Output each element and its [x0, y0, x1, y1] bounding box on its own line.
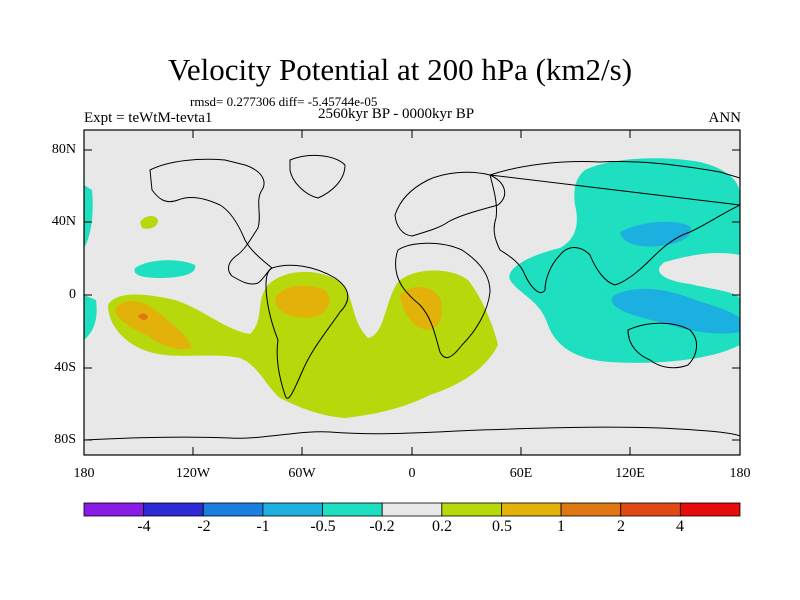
coastline-europe — [394, 171, 506, 237]
y-tick-label: 80N — [51, 142, 76, 157]
y-tick-label: 0 — [69, 287, 76, 302]
colorbar-label: 0.2 — [432, 518, 452, 535]
coastline-north-america — [149, 158, 273, 285]
colorbar-label: -1 — [256, 518, 270, 535]
contour-negative-deep-maritime-continent — [611, 288, 740, 334]
coastline-antarctica — [84, 426, 740, 441]
colorbar-swatch — [441, 502, 502, 517]
coastline-australia — [627, 322, 697, 369]
experiment-label: Expt = teWtM-tevta1 — [84, 110, 213, 126]
x-tick-label: 120E — [615, 466, 645, 481]
stats-text: rmsd= 0.277306 diff= -5.45744e-05 — [190, 94, 378, 109]
contour-positive-southern-band — [108, 270, 498, 418]
figure-title: Velocity Potential at 200 hPa (km2/s) — [167, 52, 633, 87]
y-axis-ticks — [84, 149, 740, 441]
contour-negative-west-edge-south — [84, 295, 97, 340]
contour-positive-core-south-pacific — [138, 313, 148, 320]
colorbar-label: 0.5 — [492, 518, 512, 535]
x-axis-ticks — [83, 130, 741, 455]
colorbar-swatch — [83, 502, 145, 517]
colorbar-label: -0.5 — [310, 518, 336, 535]
colorbar-label: 4 — [676, 518, 684, 535]
period-label: 2560kyr BP - 0000kyr BP — [318, 106, 475, 122]
y-tick-label: 40S — [54, 360, 76, 375]
x-tick-label: 180 — [729, 466, 751, 481]
contour-positive-north-pacific — [140, 216, 158, 229]
colorbar-swatch — [501, 502, 562, 517]
colorbar-label: -4 — [137, 518, 151, 535]
coastlines — [84, 154, 740, 441]
x-tick-label: 0 — [408, 466, 416, 481]
x-tick-label: 180 — [73, 466, 95, 481]
contour-positive-deep-africa — [400, 287, 442, 330]
colorbar-label: 1 — [557, 518, 565, 535]
coastline-greenland — [289, 154, 346, 199]
season-label: ANN — [708, 110, 742, 126]
colorbar-label: -0.2 — [369, 518, 395, 535]
colorbar-label: -2 — [197, 518, 211, 535]
colorbar-swatch — [322, 502, 383, 517]
colorbar-label: 2 — [617, 518, 625, 535]
contour-positive-deep-south-pacific — [115, 301, 192, 350]
y-tick-label: 80S — [54, 432, 76, 447]
x-tick-label: 60W — [288, 466, 316, 481]
colorbar-swatch — [560, 502, 622, 517]
coastline-asia — [489, 161, 740, 294]
coastline-africa — [395, 242, 491, 359]
x-tick-label: 120W — [175, 466, 211, 481]
x-tick-label: 60E — [509, 466, 533, 481]
colorbar-swatch — [262, 502, 323, 517]
colorbar-swatch — [202, 502, 264, 517]
colorbar-swatch — [143, 502, 204, 517]
colorbar-swatch — [620, 502, 681, 517]
coastline-south-america — [265, 264, 349, 399]
colorbar-swatch — [679, 502, 741, 517]
contour-positive-deep-amazon — [275, 285, 330, 318]
y-tick-label: 40N — [51, 214, 76, 229]
contour-negative-west-edge-north — [84, 185, 93, 248]
contour-negative-north-atlantic — [134, 260, 196, 278]
colorbar-swatch — [381, 502, 443, 517]
